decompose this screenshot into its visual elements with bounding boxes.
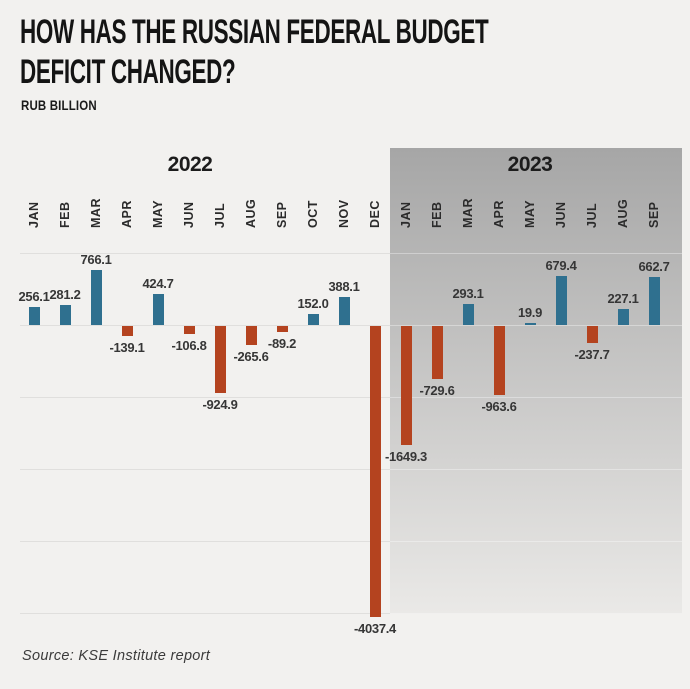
2023-highlight-region xyxy=(390,148,682,614)
bar-2023-mar xyxy=(463,304,474,325)
value-label-2022-aug: -265.6 xyxy=(233,349,269,364)
month-label-2023-apr: APR xyxy=(492,200,506,228)
month-label-2022-may: MAY xyxy=(151,199,165,228)
value-label-2023-mar: 293.1 xyxy=(452,286,484,301)
value-label-2022-may: 424.7 xyxy=(142,276,174,291)
value-label-2022-jul: -924.9 xyxy=(202,397,238,412)
month-label-2023-feb: FEB xyxy=(430,201,444,229)
month-label-2023-jan: JAN xyxy=(399,201,413,228)
value-label-2022-oct: 152.0 xyxy=(297,296,329,311)
highlight-gridline-1000 xyxy=(390,253,682,254)
bar-2023-feb xyxy=(432,326,443,379)
value-label-2023-aug: 227.1 xyxy=(607,291,639,306)
page-title: HOW HAS THE RUSSIAN FEDERAL BUDGET DEFIC… xyxy=(20,12,690,92)
month-label-2022-dec: DEC xyxy=(368,200,382,228)
month-label-2022-mar: MAR xyxy=(89,198,103,228)
value-label-2022-apr: -139.1 xyxy=(109,340,145,355)
chart-unit-label: RUB BILLION xyxy=(21,97,97,113)
value-label-2022-nov: 388.1 xyxy=(328,279,360,294)
bar-2022-jun xyxy=(184,326,195,334)
page-title-line-1: HOW HAS THE RUSSIAN FEDERAL BUDGET xyxy=(20,13,489,51)
bar-2022-apr xyxy=(122,326,133,336)
bar-2022-may xyxy=(153,294,164,325)
value-label-2022-jun: -106.8 xyxy=(171,338,207,353)
value-label-2022-feb: 281.2 xyxy=(49,287,81,302)
bar-2023-jan xyxy=(401,326,412,445)
gridline-0 xyxy=(20,325,682,326)
value-label-2022-mar: 766.1 xyxy=(80,252,112,267)
value-label-2023-feb: -729.6 xyxy=(419,383,455,398)
bar-2023-jul xyxy=(587,326,598,343)
gridline--2000 xyxy=(20,469,682,470)
value-label-2023-apr: -963.6 xyxy=(481,399,517,414)
month-label-2022-aug: AUG xyxy=(244,198,258,228)
bar-2022-mar xyxy=(91,270,102,325)
value-label-2023-jun: 679.4 xyxy=(545,258,577,273)
value-label-2023-may: 19.9 xyxy=(517,305,543,320)
month-label-2022-oct: OCT xyxy=(306,200,320,228)
month-label-2022-sep: SEP xyxy=(275,201,289,228)
bar-2023-jun xyxy=(556,276,567,325)
bar-2022-feb xyxy=(60,305,71,325)
bar-2022-oct xyxy=(308,314,319,325)
value-label-2022-dec: -4037.4 xyxy=(354,621,396,636)
year-label-2022: 2022 xyxy=(167,153,213,176)
highlight-gridline-0 xyxy=(390,325,682,326)
month-label-2023-mar: MAR xyxy=(461,198,475,228)
highlight-gridline--3000 xyxy=(390,541,682,542)
bar-2022-sep xyxy=(277,326,288,332)
bar-2022-aug xyxy=(246,326,257,345)
month-label-2022-jan: JAN xyxy=(27,201,41,228)
bar-2022-nov xyxy=(339,297,350,325)
highlight-gridline--4000 xyxy=(390,613,682,614)
year-label-2023: 2023 xyxy=(507,153,553,176)
highlight-gridline--2000 xyxy=(390,469,682,470)
month-label-2023-aug: AUG xyxy=(616,198,630,228)
source-credit: Source: KSE Institute report xyxy=(22,648,211,664)
month-label-2023-jun: JUN xyxy=(554,201,568,228)
month-label-2022-jun: JUN xyxy=(182,201,196,228)
gridline-1000 xyxy=(20,253,682,254)
gridline--4000 xyxy=(20,613,682,614)
month-label-2022-nov: NOV xyxy=(337,199,351,228)
bar-2023-may xyxy=(525,323,536,325)
value-label-2023-sep: 662.7 xyxy=(638,259,670,274)
bar-2023-apr xyxy=(494,326,505,395)
bar-2022-jan xyxy=(29,307,40,325)
page-title-line-2: DEFICIT CHANGED? xyxy=(20,53,236,91)
month-label-2023-jul: JUL xyxy=(585,202,599,228)
value-label-2022-sep: -89.2 xyxy=(267,336,297,351)
highlight-gridline--1000 xyxy=(390,397,682,398)
gridline--3000 xyxy=(20,541,682,542)
value-label-2023-jul: -237.7 xyxy=(574,347,610,362)
month-label-2022-apr: APR xyxy=(120,200,134,228)
gridline--1000 xyxy=(20,397,682,398)
bar-2023-sep xyxy=(649,277,660,325)
month-label-2023-sep: SEP xyxy=(647,201,661,228)
bar-2022-jul xyxy=(215,326,226,393)
value-label-2022-jan: 256.1 xyxy=(18,289,50,304)
bar-2023-aug xyxy=(618,309,629,325)
month-label-2022-feb: FEB xyxy=(58,201,72,229)
bar-2022-dec xyxy=(370,326,381,617)
value-label-2023-jan: -1649.3 xyxy=(385,449,427,464)
month-label-2022-jul: JUL xyxy=(213,202,227,228)
month-label-2023-may: MAY xyxy=(523,199,537,228)
